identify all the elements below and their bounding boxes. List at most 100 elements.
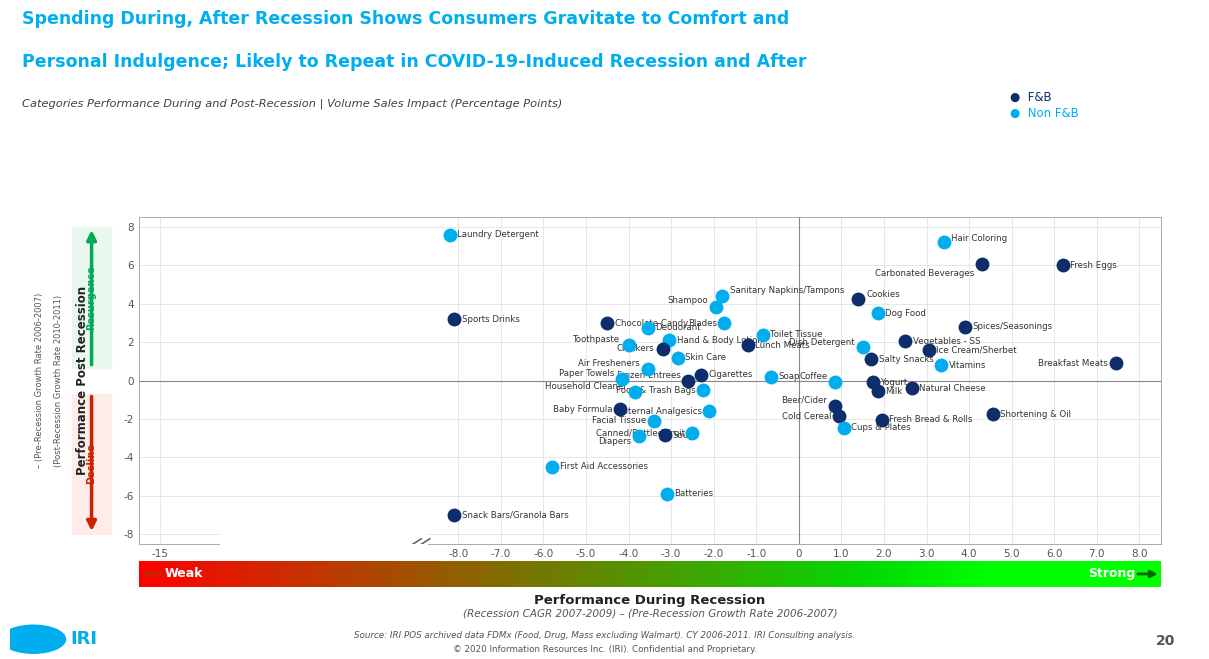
Point	[854, 342, 873, 353]
Bar	[898, 561, 902, 587]
Bar	[909, 561, 912, 587]
Bar	[510, 561, 514, 587]
Text: Beer/Cider: Beer/Cider	[781, 395, 827, 404]
Bar	[296, 561, 299, 587]
Text: ●  F&B: ● F&B	[1010, 91, 1051, 104]
Bar	[1031, 561, 1035, 587]
Bar	[820, 561, 823, 587]
Bar	[224, 561, 227, 587]
Bar	[428, 561, 432, 587]
Text: Laundry Detergent: Laundry Detergent	[457, 230, 539, 239]
Bar	[422, 561, 426, 587]
Text: ●  Non F&B: ● Non F&B	[1010, 107, 1078, 120]
Point	[630, 431, 649, 442]
Bar	[517, 561, 520, 587]
Bar	[340, 561, 343, 587]
Bar	[326, 561, 330, 587]
Bar	[330, 561, 334, 587]
Bar	[384, 561, 388, 587]
Bar	[244, 561, 248, 587]
Bar	[548, 561, 551, 587]
Bar	[1072, 561, 1076, 587]
Bar	[585, 561, 589, 587]
Bar	[73, 393, 111, 534]
Point	[678, 375, 698, 386]
Bar	[793, 561, 797, 587]
Bar	[565, 561, 568, 587]
Bar	[724, 561, 728, 587]
Bar	[139, 561, 143, 587]
Bar	[523, 561, 527, 587]
Bar	[160, 561, 163, 587]
Bar	[449, 561, 452, 587]
Bar	[1069, 561, 1072, 587]
Bar	[149, 561, 152, 587]
Bar	[915, 561, 919, 587]
Point	[902, 383, 921, 393]
Bar	[163, 561, 167, 587]
Bar	[210, 561, 214, 587]
Point	[445, 509, 464, 520]
Bar	[248, 561, 251, 587]
Bar	[759, 561, 762, 587]
Point	[863, 377, 883, 387]
Bar	[868, 561, 872, 587]
Bar	[1018, 561, 1022, 587]
Bar	[660, 561, 664, 587]
Bar	[1099, 561, 1103, 587]
Bar	[190, 561, 193, 587]
Bar	[486, 561, 490, 587]
Point	[644, 416, 664, 426]
Point	[868, 308, 887, 319]
Bar	[520, 561, 523, 587]
Text: Dish Detergent: Dish Detergent	[789, 337, 855, 347]
Bar	[289, 561, 293, 587]
Text: Baby Formula: Baby Formula	[553, 405, 613, 414]
Bar	[582, 561, 585, 587]
Bar	[844, 561, 848, 587]
Bar	[756, 561, 759, 587]
Bar	[694, 561, 698, 587]
Bar	[1003, 561, 1007, 587]
Bar	[482, 561, 486, 587]
Point	[715, 318, 734, 328]
Bar	[371, 561, 374, 587]
Bar	[1055, 561, 1059, 587]
Bar	[381, 561, 384, 587]
Text: Carbonated Beverages: Carbonated Beverages	[875, 269, 974, 277]
Text: Cold Cereal: Cold Cereal	[782, 412, 832, 420]
Text: (Post-Recession Growth Rate 2010-2011): (Post-Recession Growth Rate 2010-2011)	[53, 295, 63, 467]
Point	[613, 374, 632, 384]
Point	[658, 488, 677, 499]
Bar	[544, 561, 548, 587]
Bar	[698, 561, 701, 587]
Text: Natural Cheese: Natural Cheese	[919, 384, 985, 393]
Bar	[837, 561, 840, 587]
Text: Salty Snacks: Salty Snacks	[879, 355, 933, 364]
Bar	[960, 561, 964, 587]
Bar	[310, 561, 313, 587]
Bar	[469, 561, 473, 587]
Bar	[885, 561, 889, 587]
Bar	[881, 561, 885, 587]
Bar	[1127, 561, 1130, 587]
Bar	[1123, 561, 1127, 587]
Bar	[459, 561, 463, 587]
Bar	[789, 561, 793, 587]
Text: Soup: Soup	[672, 431, 694, 440]
Point	[737, 340, 757, 351]
Bar	[538, 561, 540, 587]
Bar	[388, 561, 391, 587]
Bar	[851, 561, 854, 587]
Bar	[207, 561, 210, 587]
Bar	[664, 561, 667, 587]
Bar	[463, 561, 465, 587]
Bar	[343, 561, 347, 587]
Bar	[218, 561, 221, 587]
Bar	[265, 561, 268, 587]
Point	[983, 409, 1002, 419]
Bar	[268, 561, 272, 587]
Bar	[715, 561, 718, 587]
Bar	[765, 561, 769, 587]
Text: Decline: Decline	[87, 444, 97, 484]
